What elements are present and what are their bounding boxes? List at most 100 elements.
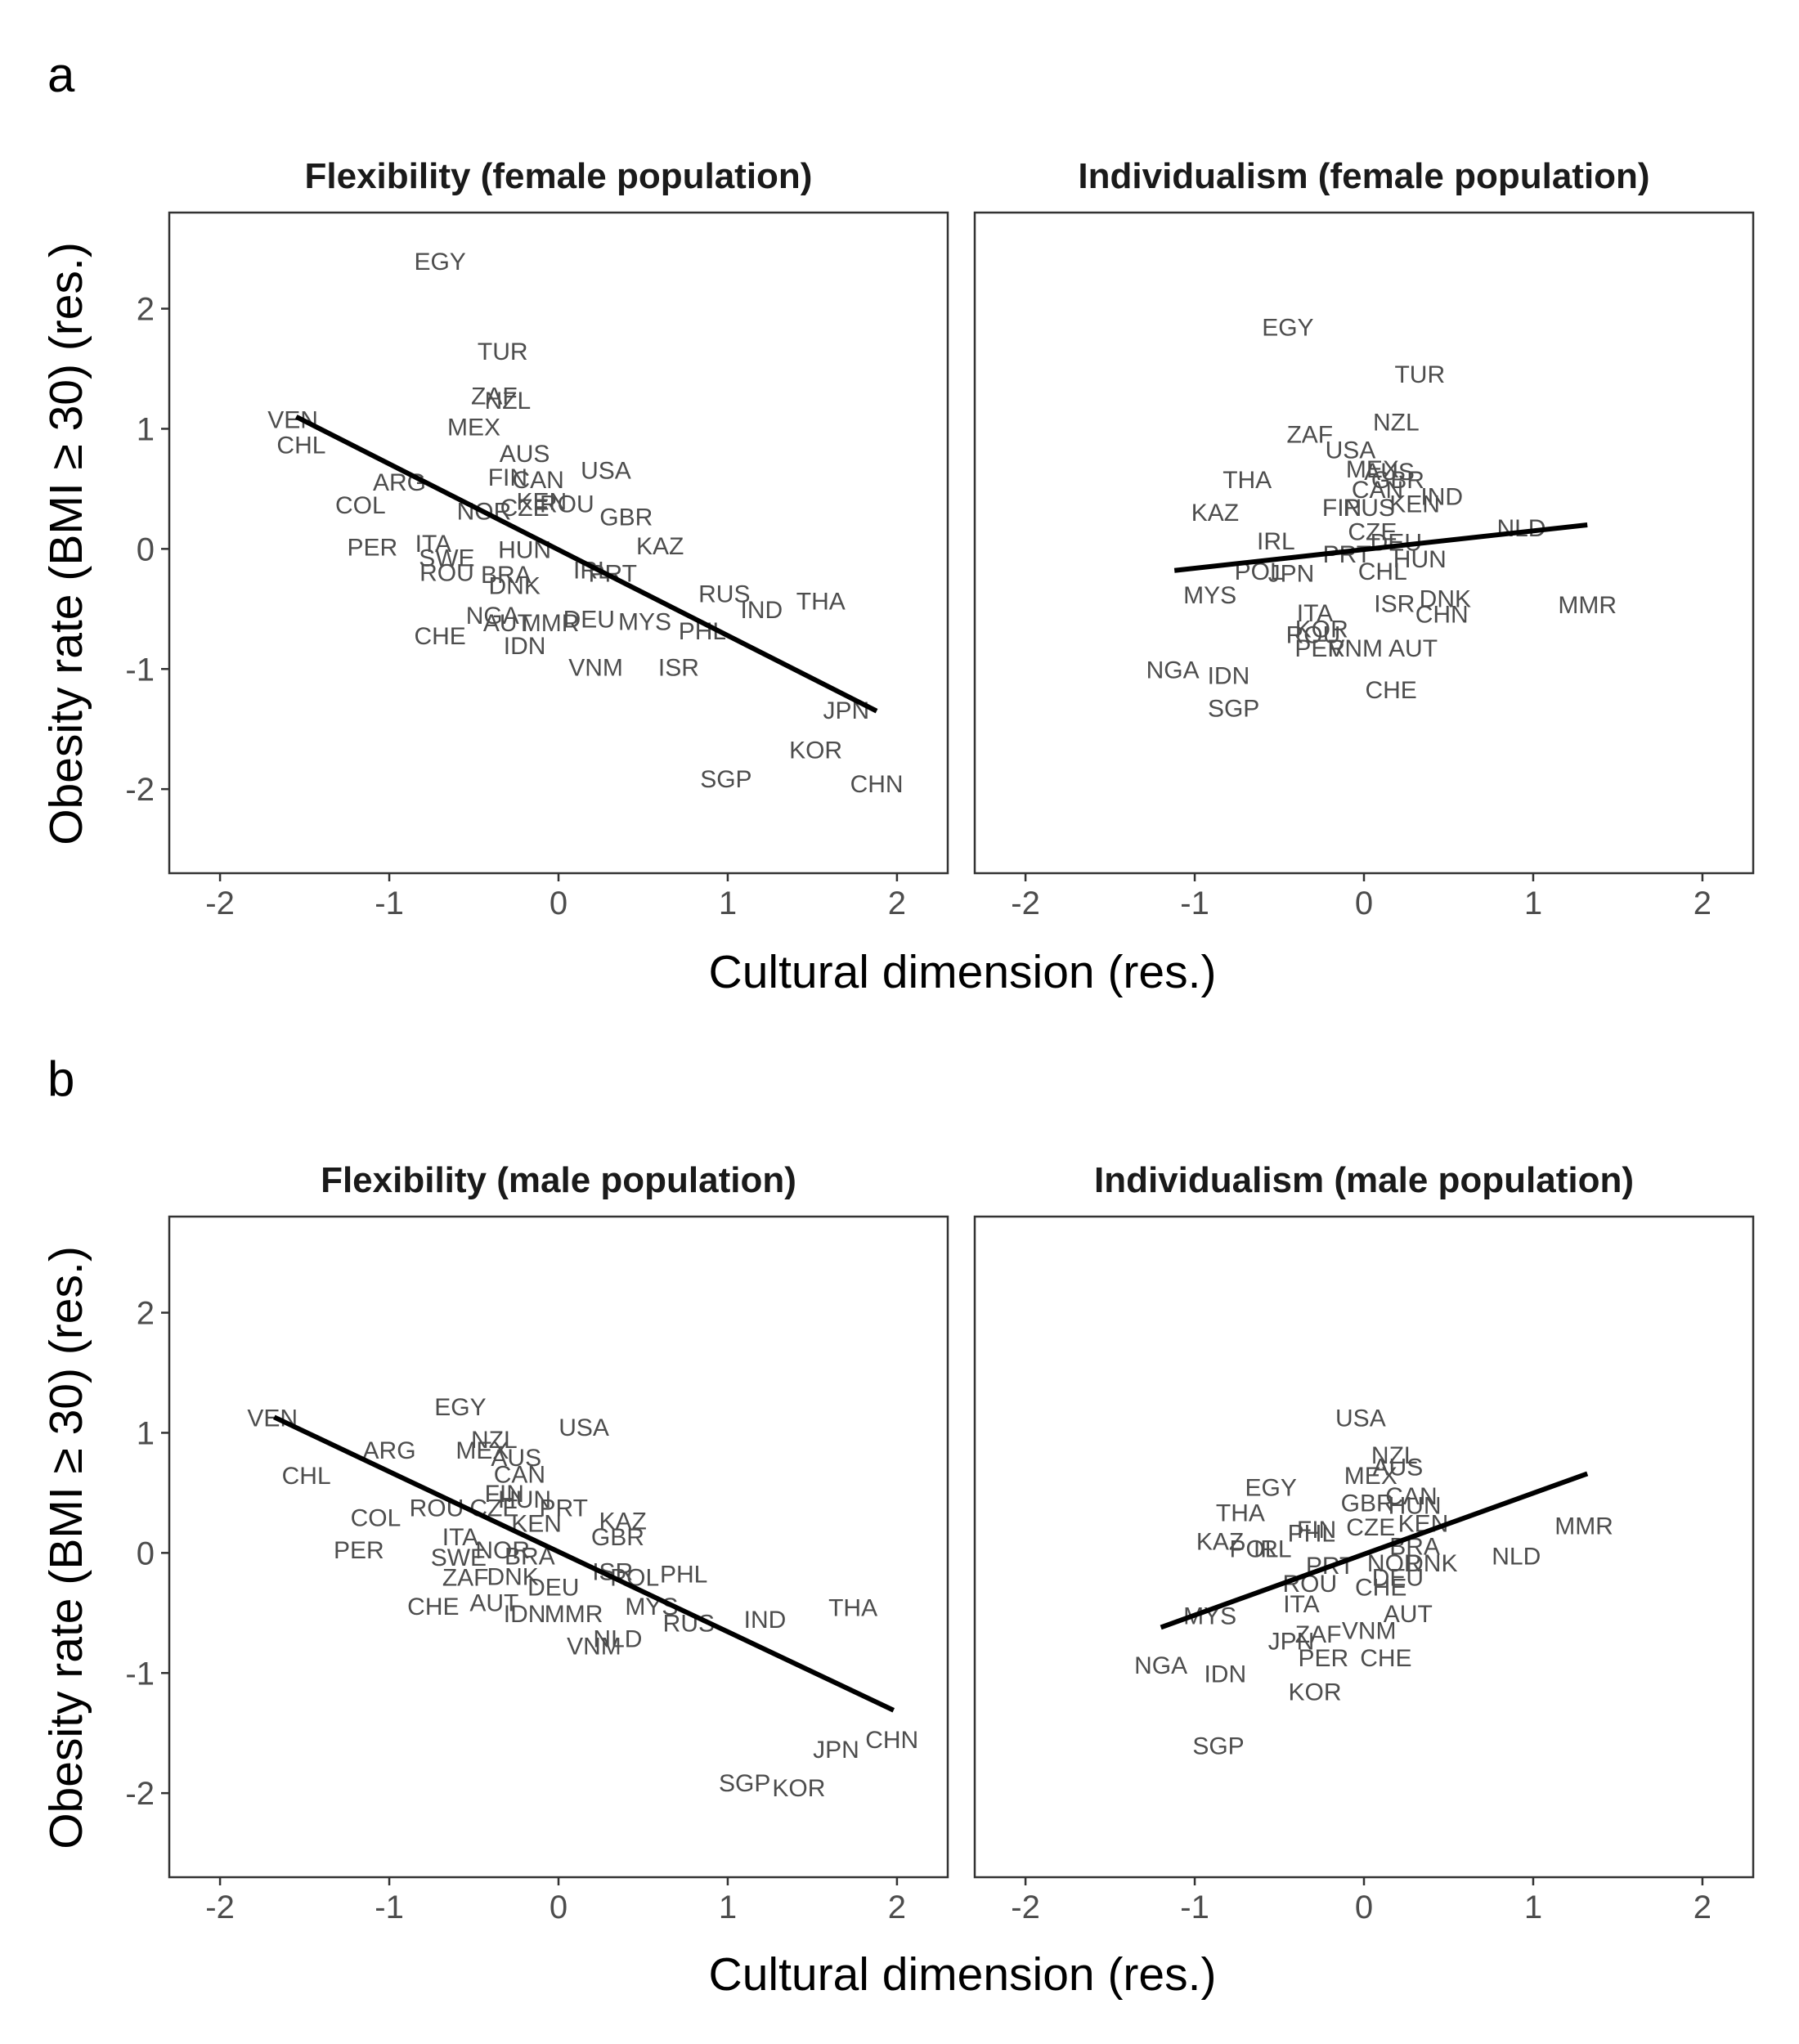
point-label-fin: FIN [488,464,527,491]
point-label-deu: DEU [527,1574,579,1601]
point-label-usa: USA [1326,437,1376,464]
y-tick-label: 1 [137,411,155,447]
point-label-ind: IND [744,1607,787,1634]
x-tick-label: -1 [1180,1889,1209,1925]
point-label-mmr: MMR [545,1601,603,1628]
point-label-che: CHE [1355,1574,1406,1601]
point-label-aus: AUS [1364,459,1415,486]
point-label-irl: IRL [1254,1535,1292,1562]
point-label-prt: PRT [539,1495,587,1522]
point-label-cze: CZE [1346,1514,1395,1541]
point-label-fin: FIN [1297,1517,1336,1544]
point-label-fin: FIN [485,1481,524,1508]
point-label-zaf: ZAF [1295,1621,1342,1648]
x-tick-label: 2 [1694,1889,1712,1925]
point-label-kor: KOR [772,1775,825,1802]
point-label-nor: NOR [475,1537,530,1564]
point-label-usa: USA [581,457,631,484]
point-label-aut: AUT [469,1590,518,1617]
x-tick-label: 1 [719,885,737,921]
point-label-kaz: KAZ [599,1508,646,1535]
point-label-aut: AUT [483,610,532,637]
y-tick-label: -1 [125,1656,155,1692]
point-label-rou: ROU [1286,622,1341,649]
regression-line-flexibility-male [273,1414,895,1713]
point-label-deu: DEU [1372,1565,1424,1592]
point-label-dnk: DNK [1420,586,1471,613]
point-label-zaf: ZAF [471,383,518,410]
point-label-chl: CHL [282,1463,331,1490]
chart-individualism-male: Individualism (male population) -2 -1 0 1 2 US… [973,1160,1755,1925]
point-label-mmr: MMR [1554,1513,1613,1540]
point-label-chl: CHL [276,433,325,459]
point-label-cze: CZE [500,495,550,522]
point-label-aus: AUS [1373,1455,1424,1481]
x-tick-label: -1 [375,1889,404,1925]
point-label-gbr: GBR [1371,467,1424,494]
point-label-aut: AUT [1384,1601,1433,1628]
point-label-isr: ISR [1374,590,1415,617]
point-label-phl: PHL [1288,1520,1335,1547]
y-tick-label: 2 [137,1296,155,1332]
point-label-kor: KOR [1288,1679,1341,1706]
regression-line-individualism-male [1160,1471,1589,1630]
point-label-ven: VEN [267,407,318,434]
point-label-tha: THA [796,589,846,616]
point-label-sgp: SGP [719,1770,770,1797]
point-label-rou: ROU [410,1495,464,1522]
point-label-deu: DEU [563,607,615,634]
panel-title-individualism-female: Individualism (female population) [1078,156,1649,196]
point-label-per: PER [1298,1645,1348,1672]
point-label-can: CAN [512,467,563,494]
x-tick-label: 0 [550,885,568,921]
chart-flexibility-male: Flexibility (male population) -2 -1 0 1 2 -2 -1… [125,1160,949,1925]
point-label-tur: TUR [478,338,528,365]
x-tick-label: 1 [1524,885,1542,921]
point-label-ita: ITA [442,1524,478,1551]
point-label-ita: ITA [415,531,451,558]
point-label-nzl: NZL [1371,1442,1418,1469]
x-tick-label: -1 [1180,885,1209,921]
panel-title-individualism-male: Individualism (male population) [1094,1160,1634,1200]
point-label-mmr: MMR [1558,592,1617,619]
regression-line-flexibility-female [294,415,878,714]
chart-individualism-female: Individualism (female population) -2 -1 0 1 2… [973,156,1755,921]
point-label-nzl: NZL [485,388,532,415]
point-label-sgp: SGP [1192,1732,1244,1759]
point-label-can: CAN [1385,1483,1437,1510]
point-label-per: PER [1294,635,1345,662]
point-label-isr: ISR [658,654,699,681]
point-label-idn: IDN [504,1601,546,1628]
point-label-che: CHE [407,1594,459,1620]
point-label-chn: CHN [865,1727,918,1754]
point-label-per: PER [334,1537,384,1564]
point-label-che: CHE [414,623,465,650]
point-label-kaz: KAZ [1191,500,1239,527]
point-label-kaz: KAZ [1196,1529,1244,1556]
point-label-mys: MYS [618,608,671,635]
point-label-dnk: DNK [489,572,541,599]
x-tick-label: 1 [1524,1889,1542,1925]
x-tick-label: -2 [205,885,235,921]
point-label-dnk: DNK [1406,1550,1457,1577]
point-label-can: CAN [494,1461,545,1488]
point-label-dnk: DNK [487,1563,538,1590]
point-label-ind: IND [1420,484,1463,511]
point-label-ven: VEN [247,1405,298,1432]
point-label-mys: MYS [1183,582,1236,609]
y-tick-label: 2 [137,292,155,328]
point-label-jpn: JPN [1268,561,1315,588]
point-label-egy: EGY [1262,315,1313,342]
point-label-jpn: JPN [813,1737,859,1764]
x-axis-label-top: Cultural dimension (res.) [709,946,1217,998]
x-tick-label: 0 [550,1889,568,1925]
point-label-gbr: GBR [1341,1490,1394,1517]
y-tick-label: -1 [125,652,155,688]
x-tick-label: -2 [1011,1889,1040,1925]
x-tick-label: 2 [1694,885,1712,921]
panel-label-a: a [47,47,75,102]
point-label-egy: EGY [434,1394,486,1421]
point-label-nzl: NZL [471,1427,518,1454]
point-label-gbr: GBR [599,504,653,531]
point-label-nga: NGA [1134,1652,1187,1679]
